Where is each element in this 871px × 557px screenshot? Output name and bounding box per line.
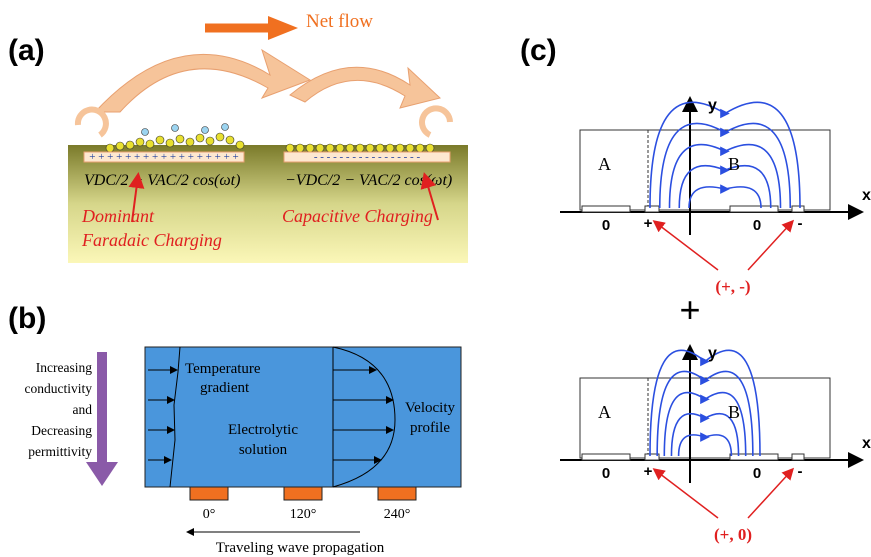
field-arrow [722, 186, 728, 192]
field-arrow [702, 434, 708, 440]
pointer [655, 470, 718, 518]
electrode [792, 454, 804, 460]
charges: + + + + + + + + + + + + + + + + + [89, 151, 238, 163]
panel-label: (c) [520, 34, 557, 67]
gradient-arrow [97, 352, 107, 464]
field-diagram: y x A B 0 +0 - (+, -) [560, 97, 871, 296]
text: gradient [200, 380, 250, 396]
flow-arrow [95, 50, 310, 112]
text: Velocity [405, 400, 455, 416]
electrode [582, 206, 630, 212]
figure: (a) Net flow + + + + + + + + + + + + + +… [0, 0, 871, 557]
label: A [598, 154, 611, 174]
vortex [78, 110, 106, 135]
phases: 0° 120° 240° [203, 507, 411, 522]
label: - [798, 463, 803, 480]
field-line [650, 102, 800, 208]
flow-arrow [290, 67, 440, 108]
gradient-note: Increasing conductivity and Decreasing permi… [25, 360, 93, 459]
electrode [730, 454, 778, 460]
electrode [582, 454, 630, 460]
note-line: and [73, 402, 93, 417]
field-arrow [702, 415, 708, 421]
label: + [644, 215, 653, 232]
panel-label: (a) [8, 34, 45, 67]
label: x [862, 435, 871, 452]
label: 0 [602, 217, 610, 234]
propagation: Traveling wave propagation [216, 540, 385, 556]
label: 0 [753, 465, 761, 482]
phase: 240° [384, 507, 411, 522]
vortex [422, 108, 450, 135]
label: B [728, 154, 740, 174]
label: B [728, 402, 740, 422]
label: (+, 0) [714, 525, 752, 544]
electrodes [190, 487, 416, 500]
page: (a) Net flow + + + + + + + + + + + + + +… [0, 0, 871, 557]
net-flow-head [268, 16, 298, 40]
cell [580, 130, 830, 210]
panel-a: (a) Net flow + + + + + + + + + + + + + +… [8, 11, 468, 263]
note-line: Decreasing [31, 423, 92, 438]
charges: - - - - - - - - - - - - - - - - - [314, 151, 421, 163]
label: y [708, 345, 717, 362]
note-line: permittivity [28, 444, 92, 459]
label: x [862, 187, 871, 204]
note-line: conductivity [25, 381, 93, 396]
caption: Faradaic Charging [81, 230, 222, 250]
label: (+, -) [715, 277, 750, 296]
panel-c: (c) + y x A B 0 +0 - (+, -) y x A B 0 +0 - (+, 0) [520, 34, 871, 544]
voltage: VDC/2 + VAC/2 cos(ωt) [84, 172, 240, 189]
electrode [645, 206, 659, 212]
label: A [598, 402, 611, 422]
pointer [655, 222, 718, 270]
text: solution [239, 442, 288, 458]
net-flow-label: Net flow [306, 11, 373, 32]
gradient-arrow-head [86, 462, 118, 486]
panel-b: (b) Increasing conductivity and Decreasing p… [8, 302, 461, 556]
electrode [792, 206, 804, 212]
field-diagram: y x A B 0 +0 - (+, 0) [560, 345, 871, 544]
note-line: Increasing [36, 360, 92, 375]
panel-label: (b) [8, 302, 46, 335]
field-line [679, 166, 771, 208]
label: y [708, 97, 717, 114]
label: + [644, 463, 653, 480]
text: profile [410, 420, 450, 436]
caption: Capacitive Charging [282, 206, 433, 226]
field-line [650, 350, 760, 456]
caption: Dominant [81, 206, 155, 226]
phase: 0° [203, 507, 216, 522]
text: Temperature [185, 361, 261, 377]
text: Electrolytic [228, 422, 298, 438]
phase: 120° [290, 507, 317, 522]
label: - [798, 215, 803, 232]
label: 0 [753, 217, 761, 234]
label: 0 [602, 465, 610, 482]
plus-sign: + [679, 289, 700, 330]
